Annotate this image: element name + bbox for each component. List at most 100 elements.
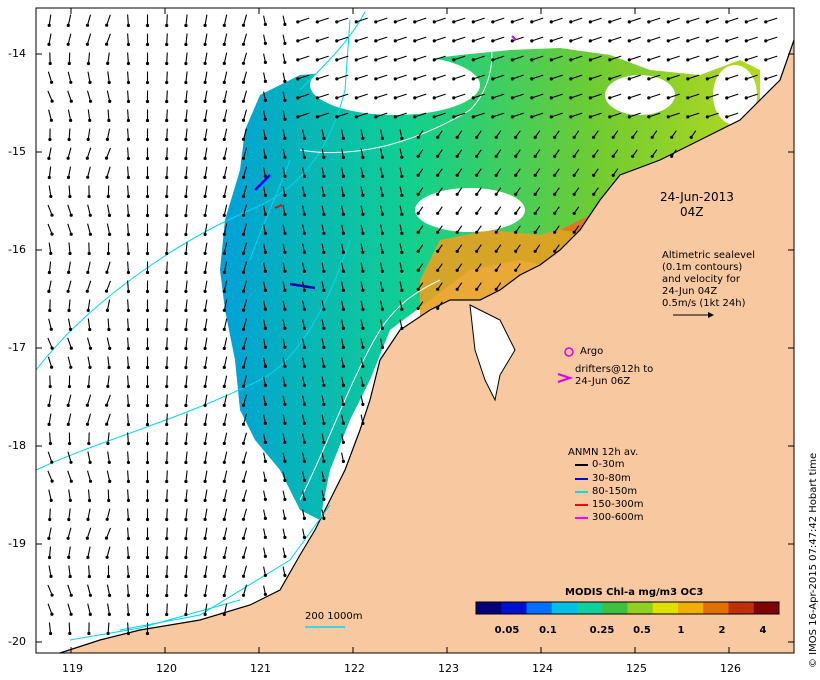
- anmn-title: ANMN 12h av.: [568, 447, 639, 458]
- velocity-arrow-head: [87, 194, 91, 199]
- velocity-arrow-head: [380, 136, 384, 140]
- velocity-arrow-head: [494, 268, 498, 272]
- velocity-arrow: [668, 55, 680, 61]
- velocity-arrow-head: [380, 326, 384, 330]
- velocity-arrow-head: [361, 421, 365, 425]
- velocity-arrow-head: [67, 555, 71, 560]
- velocity-arrow: [570, 74, 583, 80]
- velocity-arrow-head: [126, 270, 130, 275]
- velocity-arrow-head: [87, 441, 91, 446]
- velocity-arrow-head: [530, 58, 534, 62]
- velocity-arrow-head: [475, 173, 479, 177]
- velocity-arrow: [242, 147, 248, 159]
- velocity-arrow: [127, 90, 129, 102]
- velocity-arrow: [106, 470, 111, 482]
- velocity-arrow: [242, 394, 248, 406]
- velocity-arrow-head: [184, 384, 188, 389]
- velocity-arrow-head: [222, 517, 226, 522]
- velocity-arrow: [242, 166, 248, 178]
- velocity-arrow: [204, 451, 208, 463]
- velocity-arrow-head: [263, 497, 267, 501]
- velocity-arrow-head: [588, 39, 592, 43]
- velocity-arrow-head: [108, 346, 112, 350]
- velocity-arrow-head: [510, 58, 514, 62]
- velocity-arrow-head: [283, 402, 287, 406]
- velocity-arrow-head: [341, 364, 345, 368]
- velocity-arrow-head: [283, 193, 287, 197]
- anmn-entry-label: 300-600m: [592, 512, 644, 523]
- velocity-arrow-head: [67, 137, 71, 142]
- velocity-arrow-head: [106, 441, 110, 446]
- velocity-arrow-head: [165, 156, 169, 161]
- velocity-arrow-head: [105, 403, 109, 407]
- velocity-arrow: [551, 112, 563, 118]
- velocity-arrow-head: [241, 137, 246, 141]
- velocity-arrow: [204, 261, 208, 273]
- velocity-arrow-head: [514, 230, 518, 234]
- altimetry-line: Altimetric sealevel: [662, 250, 755, 261]
- velocity-arrow: [297, 17, 310, 23]
- velocity-arrow: [473, 112, 485, 118]
- velocity-arrow-head: [686, 115, 690, 119]
- velocity-arrow-head: [302, 250, 306, 254]
- velocity-arrow-head: [165, 251, 169, 256]
- velocity-arrow: [473, 36, 485, 42]
- velocity-arrow: [242, 261, 248, 273]
- velocity-arrow-head: [47, 289, 51, 293]
- velocity-arrow-head: [126, 118, 130, 123]
- velocity-arrow-head: [87, 384, 91, 389]
- velocity-arrow-head: [203, 612, 207, 617]
- velocity-arrow-head: [361, 307, 365, 311]
- velocity-arrow: [106, 546, 111, 558]
- velocity-arrow: [629, 55, 641, 61]
- velocity-arrow: [67, 223, 72, 235]
- velocity-arrow-head: [67, 61, 71, 66]
- velocity-arrow-head: [241, 289, 246, 293]
- velocity-arrow-head: [400, 231, 404, 235]
- velocity-arrow-head: [69, 99, 73, 103]
- velocity-arrow: [87, 546, 91, 558]
- velocity-arrow-head: [105, 517, 109, 521]
- velocity-arrow: [204, 242, 208, 254]
- velocity-arrow: [395, 17, 407, 23]
- velocity-arrow: [375, 112, 388, 118]
- velocity-arrow-head: [322, 440, 326, 444]
- velocity-arrow: [242, 356, 248, 368]
- velocity-arrow-head: [222, 137, 226, 141]
- velocity-arrow-head: [263, 345, 267, 349]
- velocity-arrow-head: [322, 383, 326, 387]
- velocity-arrow-head: [611, 154, 615, 158]
- velocity-arrow-head: [283, 440, 287, 444]
- velocity-arrow-head: [47, 270, 52, 275]
- velocity-arrow-head: [263, 383, 267, 387]
- velocity-arrow: [127, 451, 129, 463]
- velocity-arrow: [223, 242, 228, 254]
- velocity-arrow-head: [48, 137, 52, 142]
- velocity-arrow: [105, 147, 112, 159]
- velocity-arrow-head: [283, 535, 287, 540]
- velocity-arrow-head: [241, 479, 246, 483]
- velocity-arrow-head: [104, 289, 109, 293]
- velocity-arrow: [204, 299, 208, 311]
- velocity-arrow: [356, 93, 368, 99]
- velocity-arrow-head: [126, 403, 130, 408]
- velocity-arrow-head: [165, 460, 169, 465]
- velocity-arrow: [223, 584, 228, 596]
- velocity-arrow-head: [670, 135, 674, 139]
- velocity-arrow-head: [126, 42, 130, 47]
- velocity-arrow-head: [67, 308, 71, 313]
- velocity-arrow-head: [222, 175, 226, 179]
- velocity-arrow: [317, 112, 329, 118]
- velocity-arrow-head: [549, 39, 553, 43]
- velocity-arrow-head: [165, 365, 169, 370]
- colorbar-swatch: [753, 602, 780, 614]
- velocity-arrow: [166, 71, 168, 83]
- velocity-arrow: [68, 242, 71, 254]
- velocity-arrow-head: [85, 536, 89, 540]
- velocity-arrow: [67, 147, 72, 159]
- velocity-arrow-head: [203, 156, 207, 160]
- velocity-arrow-head: [88, 118, 92, 122]
- velocity-arrow: [414, 17, 427, 23]
- velocity-arrow-head: [302, 478, 306, 482]
- velocity-arrow-head: [302, 174, 306, 178]
